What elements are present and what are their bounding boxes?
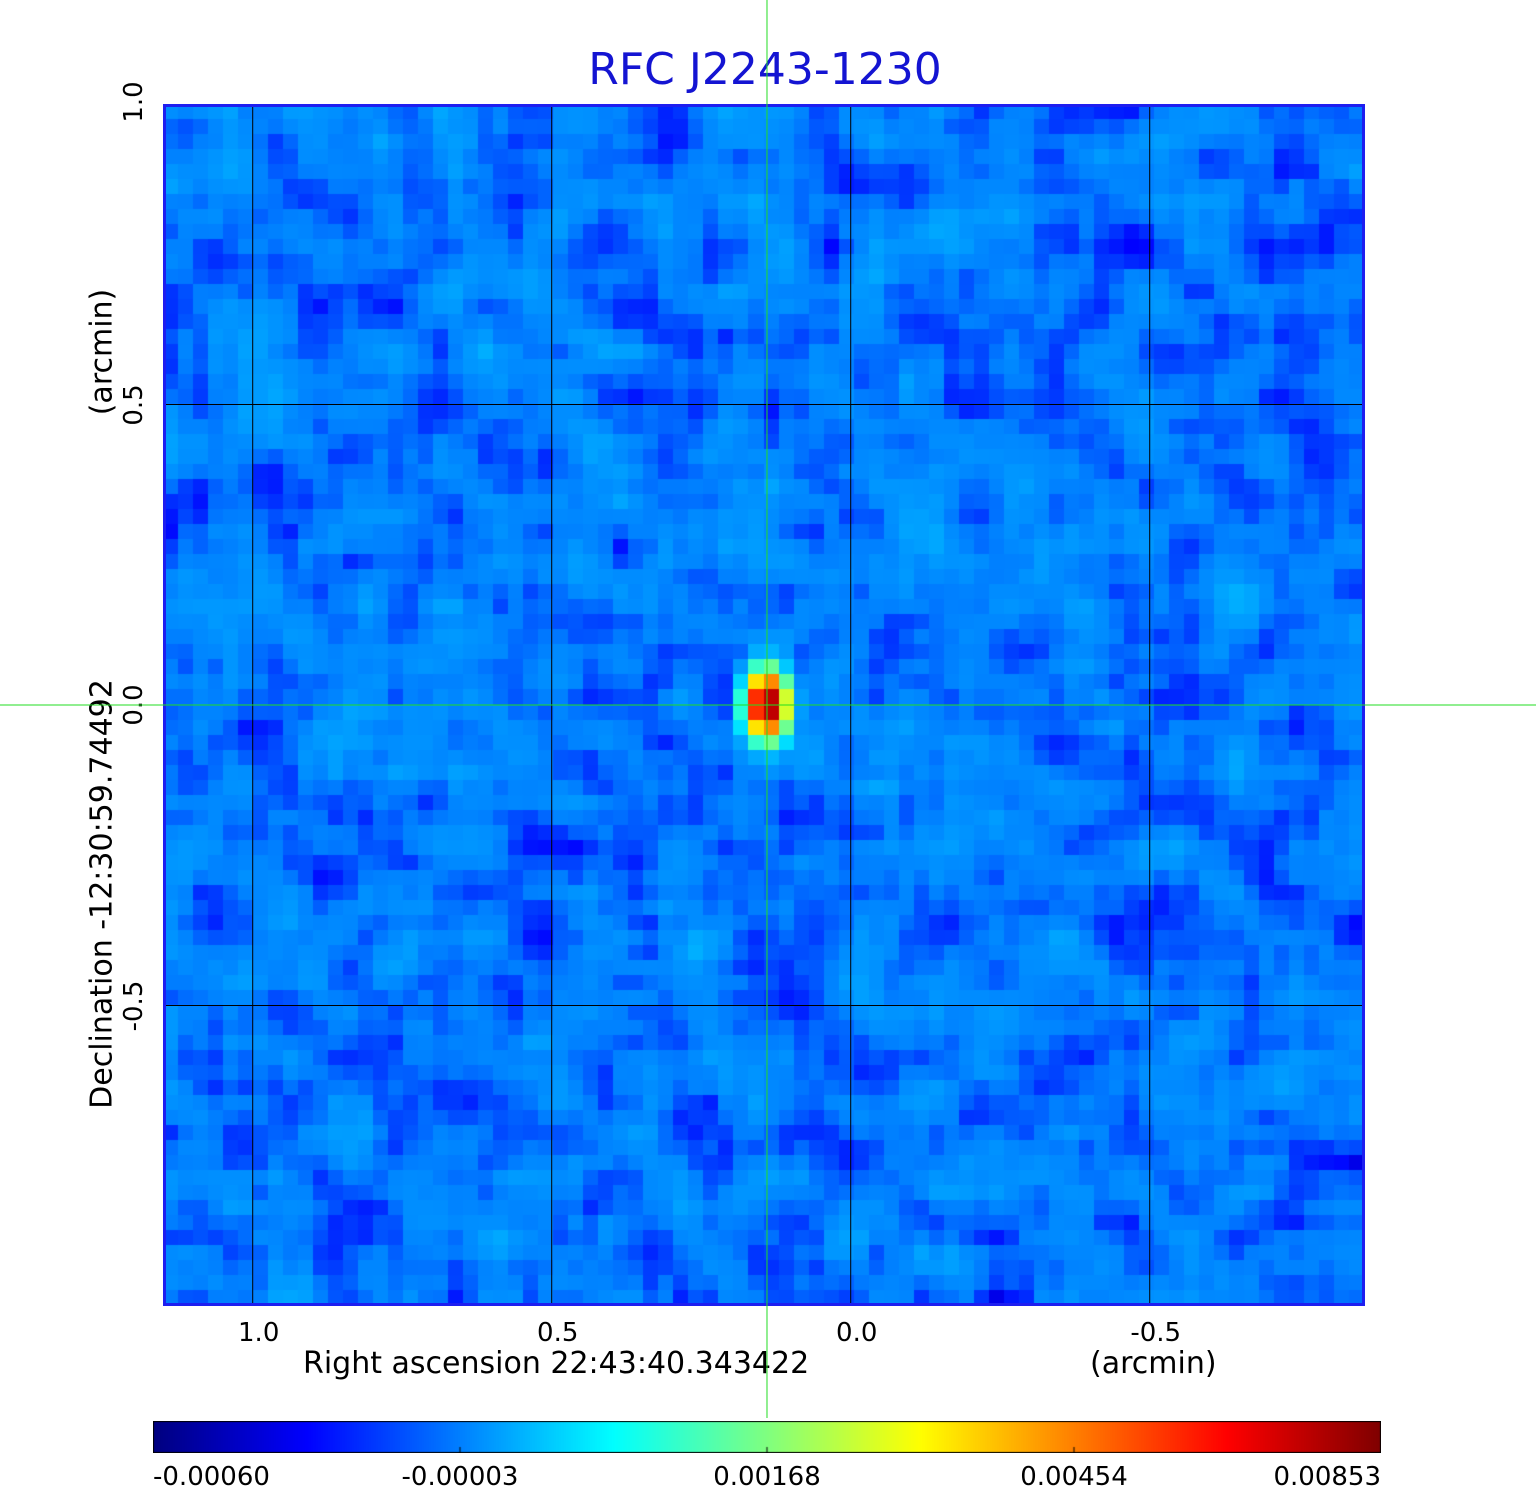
y-tick-label: 0.0 [119,684,149,726]
plot-area [163,104,1365,1306]
chart-title: RFC J2243-1230 [588,44,942,95]
x-axis-unit: (arcmin) [1090,1346,1217,1381]
colorbar-tick-label: 0.00853 [1273,1462,1381,1492]
colorbar-tick-label: 0.00454 [1020,1462,1128,1492]
x-tick-label: 0.0 [836,1318,878,1348]
colorbar [153,1421,1381,1453]
y-axis-unit: (arcmin) [84,288,120,416]
y-axis-label: Declination -12:30:59.74492 [84,679,120,1109]
colorbar-tick-label: -0.00003 [401,1462,519,1492]
x-tick-label: 1.0 [238,1318,280,1348]
x-axis-label: Right ascension 22:43:40.343422 [303,1346,810,1381]
y-tick-label: 0.5 [119,383,149,426]
y-tick-label: -0.5 [119,980,149,1031]
y-tick-label: 1.0 [119,81,149,123]
plot-frame [163,104,1365,1306]
colorbar-tick-label: -0.00060 [153,1462,270,1492]
x-tick-label: 0.5 [537,1318,579,1348]
colorbar-tick-label: 0.00168 [713,1462,821,1492]
x-tick-label: -0.5 [1130,1318,1182,1348]
